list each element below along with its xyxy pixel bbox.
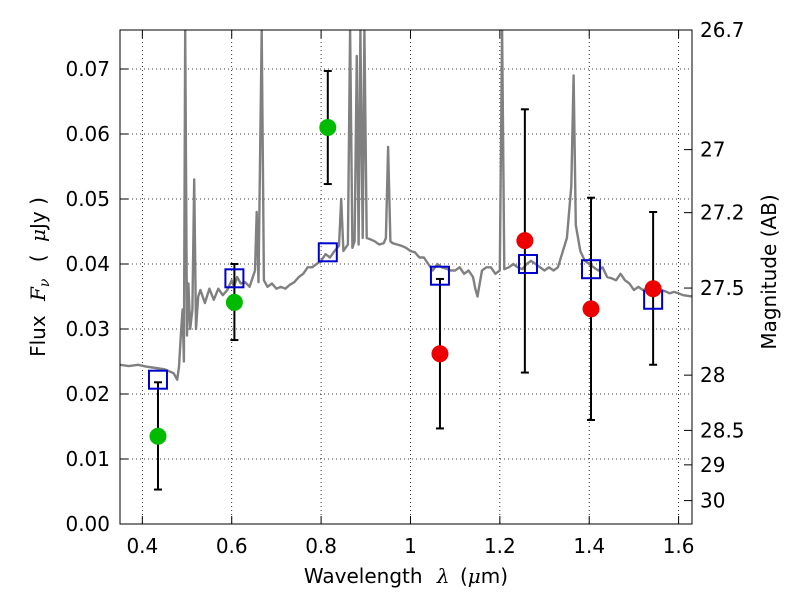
x-tick-label: 0.6 [216, 534, 248, 558]
y-axis-title-var: F [26, 286, 50, 302]
y-tick-label: 0.04 [65, 252, 110, 276]
plot-frame [119, 29, 693, 525]
y2-tick-label: 28 [700, 363, 725, 387]
red-observed-point [644, 280, 662, 298]
x-tick-label: 0.8 [305, 534, 337, 558]
plot-area [120, 30, 692, 491]
y2-tick-label: 27.5 [700, 276, 745, 300]
y-tick-label: 0.01 [65, 447, 110, 471]
model-flux-square-marker [429, 265, 450, 286]
model-flux-square-marker [224, 268, 245, 289]
x-axis-title-var: λ [436, 564, 450, 588]
y-axis-title-open: ( [26, 254, 50, 262]
y-tick-label: 0.05 [65, 187, 110, 211]
y-tick-label: 0.03 [65, 317, 110, 341]
green-observed-point [225, 293, 243, 311]
x-axis-ticks: 0.4 0.6 0.8 1 1.2 1.4 1.6 [126, 30, 695, 558]
x-tick-label: 0.4 [126, 534, 158, 558]
red-observed-point [431, 345, 449, 363]
y-axis-ticks: 0.00 0.01 0.02 0.03 0.04 0.05 0.06 0.07 [65, 57, 128, 536]
y-axis-title-mu: μ [26, 229, 50, 242]
y2-tick-label: 28.5 [700, 418, 745, 442]
model-flux-square-marker [581, 259, 602, 280]
y-axis-title: Flux Fν ( μJy ) [26, 197, 54, 357]
model-spectrum-line [120, 30, 692, 381]
y-tick-label: 0.02 [65, 382, 110, 406]
red-observed-point [516, 232, 534, 250]
y-axis-title-unit: Jy ) [26, 197, 50, 231]
green-observed-point [319, 119, 337, 136]
red-observed-point [582, 300, 600, 318]
y-axis-title-prefix: Flux [26, 315, 50, 357]
y2-tick-label: 27 [700, 138, 725, 162]
y-axis-title-sub: ν [37, 278, 53, 287]
x-tick-label: 1 [404, 534, 417, 558]
error-bars [153, 69, 658, 491]
model-flux-square-marker [517, 254, 538, 274]
green-observed-point [149, 427, 167, 445]
x-tick-label: 1.6 [663, 534, 695, 558]
y2-tick-label: 29 [700, 453, 725, 477]
model-flux-square-marker [147, 369, 168, 390]
x-tick-label: 1.2 [484, 534, 516, 558]
x-axis-title-mu: μ [468, 564, 481, 588]
x-axis-title-open: ( [460, 564, 468, 588]
x-axis-title: Wavelength λ (μm) [304, 564, 508, 588]
y2-axis-title: Magnitude (AB) [757, 194, 781, 349]
y2-tick-label: 26.7 [700, 18, 745, 42]
y-tick-label: 0.07 [65, 57, 110, 81]
y-tick-label: 0.06 [65, 122, 110, 146]
x-tick-label: 1.4 [573, 534, 605, 558]
y-tick-label: 0.00 [65, 512, 110, 536]
data-markers [147, 119, 664, 445]
y2-tick-label: 27.2 [700, 201, 745, 225]
model-flux-square-marker [317, 242, 338, 263]
y2-axis-ticks: 26.7 27 27.2 27.5 28 28.5 29 30 [684, 18, 745, 513]
y2-tick-label: 30 [700, 489, 725, 513]
x-axis-title-unit: m) [481, 564, 508, 588]
x-axis-title-prefix: Wavelength [304, 564, 423, 588]
